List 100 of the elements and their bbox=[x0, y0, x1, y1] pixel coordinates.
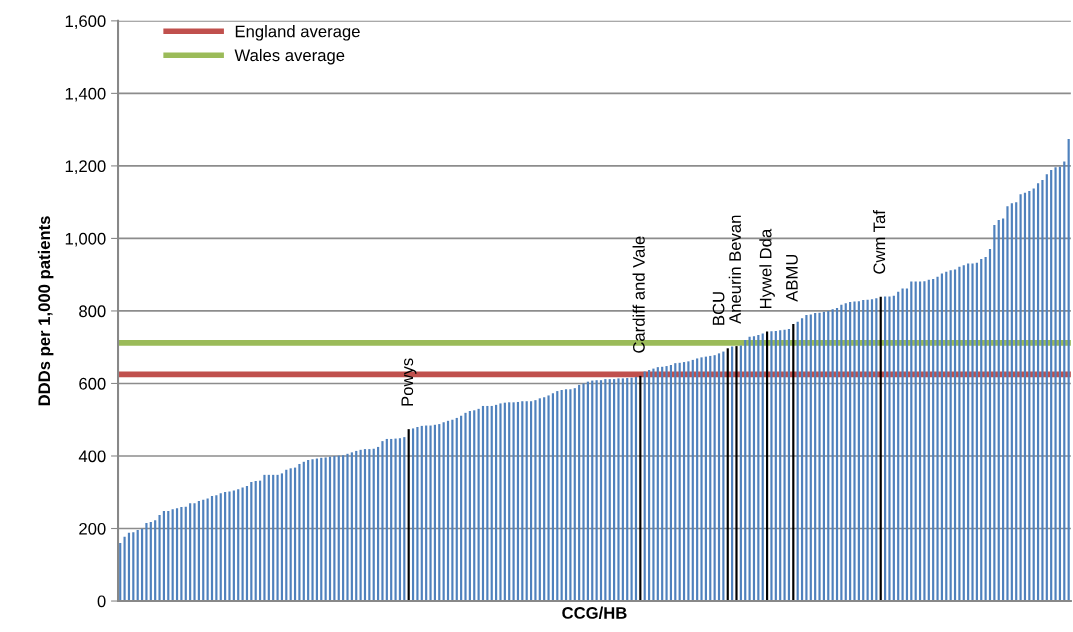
bar bbox=[892, 295, 895, 602]
bar bbox=[320, 457, 323, 602]
bar bbox=[809, 314, 812, 602]
bar bbox=[293, 467, 297, 602]
bar bbox=[346, 453, 349, 602]
bar bbox=[932, 279, 935, 602]
bar bbox=[604, 379, 607, 602]
bar bbox=[411, 428, 415, 602]
bar bbox=[1036, 183, 1040, 602]
bar bbox=[805, 314, 808, 602]
bar bbox=[975, 262, 978, 602]
bar bbox=[1067, 139, 1070, 602]
bar bbox=[1045, 174, 1048, 602]
bar bbox=[473, 410, 476, 602]
bar bbox=[696, 358, 699, 602]
bar bbox=[285, 469, 288, 602]
bar bbox=[678, 362, 681, 602]
bar bbox=[1054, 167, 1057, 602]
bar bbox=[1019, 194, 1022, 602]
bar bbox=[770, 331, 773, 602]
bar bbox=[363, 449, 367, 602]
bar bbox=[145, 523, 148, 602]
bar bbox=[586, 381, 589, 602]
bar bbox=[656, 367, 659, 602]
bar bbox=[140, 528, 144, 602]
bar bbox=[328, 456, 332, 602]
bar bbox=[534, 400, 537, 602]
bar bbox=[490, 405, 493, 602]
bar bbox=[464, 412, 467, 602]
bar bbox=[495, 404, 498, 602]
bar bbox=[123, 536, 126, 602]
bar bbox=[643, 371, 646, 602]
bar bbox=[372, 448, 375, 602]
annotation: Aneurin Bevan bbox=[728, 215, 741, 324]
bar bbox=[682, 362, 686, 602]
annotation: Powys bbox=[401, 358, 417, 406]
bar bbox=[355, 450, 358, 602]
bar bbox=[403, 437, 406, 602]
legend-label: Wales average bbox=[234, 48, 345, 65]
bar bbox=[980, 259, 983, 602]
bar bbox=[455, 417, 458, 602]
bar bbox=[516, 401, 520, 602]
bar bbox=[940, 273, 944, 602]
bar bbox=[783, 329, 786, 602]
bar bbox=[1002, 218, 1005, 602]
bar bbox=[162, 511, 166, 602]
bar bbox=[184, 506, 187, 602]
bar bbox=[800, 318, 804, 602]
y-tick-label: 0 bbox=[97, 595, 106, 608]
bar bbox=[835, 308, 839, 602]
bar bbox=[206, 498, 209, 602]
bar bbox=[263, 474, 266, 602]
bar bbox=[468, 411, 471, 602]
bar bbox=[438, 424, 441, 602]
bar bbox=[608, 379, 611, 602]
bar bbox=[617, 378, 620, 602]
bar bbox=[1058, 166, 1062, 602]
bar bbox=[993, 225, 996, 602]
bar bbox=[508, 402, 511, 602]
bar bbox=[613, 379, 616, 602]
bar bbox=[687, 361, 690, 602]
bar bbox=[888, 296, 891, 602]
bar bbox=[722, 351, 725, 602]
bar bbox=[245, 486, 249, 602]
bar bbox=[307, 459, 310, 602]
bar bbox=[582, 383, 585, 602]
bar bbox=[639, 375, 642, 602]
bar bbox=[897, 291, 900, 602]
bar bbox=[158, 515, 161, 602]
bar bbox=[774, 330, 777, 602]
bar bbox=[595, 380, 598, 602]
bar bbox=[962, 265, 965, 602]
legend-label: England average bbox=[235, 25, 360, 41]
bar bbox=[342, 455, 345, 602]
bar bbox=[831, 309, 834, 602]
bar bbox=[564, 389, 568, 602]
bar bbox=[298, 463, 301, 602]
bar bbox=[337, 455, 340, 602]
y-tick-label: 1,200 bbox=[65, 160, 106, 175]
bar bbox=[193, 503, 196, 602]
bar bbox=[739, 345, 742, 602]
bar bbox=[953, 269, 957, 602]
bar bbox=[477, 408, 480, 602]
bar bbox=[132, 532, 135, 602]
bar bbox=[398, 438, 402, 602]
bar bbox=[1010, 203, 1013, 602]
bar bbox=[827, 310, 830, 602]
bar bbox=[910, 281, 913, 602]
annotation: BCU bbox=[712, 292, 725, 325]
annotation: Cardiff and Vale bbox=[632, 236, 645, 353]
y-tick-label: 800 bbox=[79, 305, 106, 318]
bar bbox=[315, 458, 318, 602]
bar bbox=[674, 363, 677, 602]
bar bbox=[289, 468, 292, 602]
bar bbox=[1050, 169, 1053, 602]
bar bbox=[927, 279, 930, 602]
bar bbox=[175, 508, 179, 602]
bar bbox=[814, 313, 817, 602]
bar bbox=[634, 376, 638, 602]
bar bbox=[853, 301, 856, 602]
